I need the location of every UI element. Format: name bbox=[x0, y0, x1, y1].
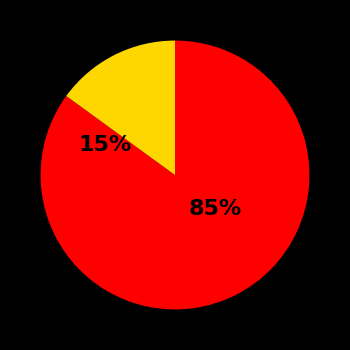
Text: 15%: 15% bbox=[78, 135, 132, 155]
Text: 85%: 85% bbox=[189, 198, 242, 219]
Wedge shape bbox=[41, 41, 309, 309]
Wedge shape bbox=[66, 41, 175, 175]
